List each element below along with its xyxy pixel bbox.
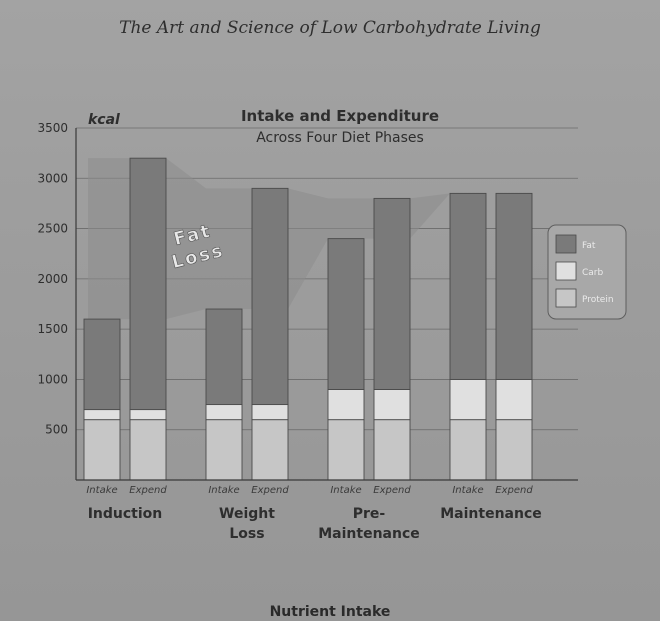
bar-protein-g2-expend bbox=[373, 419, 411, 481]
bar-fat-g2-expend bbox=[373, 197, 411, 390]
bar-label-expend-g2: Expend bbox=[373, 485, 411, 496]
fat-loss-band bbox=[88, 158, 532, 320]
group-label-g1-line1: Loss bbox=[229, 526, 264, 542]
bar-protein-g0-expend bbox=[129, 419, 167, 481]
group-label-g1-line0: Weight bbox=[219, 506, 275, 522]
bar-label-expend-g3: Expend bbox=[495, 485, 533, 496]
y-tick-label-2500: 2500 bbox=[37, 222, 68, 236]
y-tick-label-1500: 1500 bbox=[37, 322, 68, 336]
y-tick-label-3000: 3000 bbox=[37, 171, 68, 185]
bar-carb-g0-intake bbox=[83, 409, 121, 421]
bar-label-intake-g1: Intake bbox=[208, 485, 239, 496]
y-tick-label-2000: 2000 bbox=[37, 272, 68, 286]
group-label-g2-line0: Pre- bbox=[353, 506, 386, 522]
bar-protein-g2-intake bbox=[327, 419, 365, 481]
bar-protein-g3-expend bbox=[495, 419, 533, 481]
bar-fat-g3-expend bbox=[495, 192, 533, 380]
next-section-heading: Nutrient Intake bbox=[269, 604, 391, 620]
y-axis-unit-label: kcal bbox=[88, 112, 120, 128]
legend-swatch-fat bbox=[555, 234, 577, 254]
bar-fat-g1-intake bbox=[205, 308, 243, 406]
chart-title: Intake and Expenditure bbox=[241, 107, 439, 125]
bar-label-expend-g0: Expend bbox=[129, 485, 167, 496]
bar-protein-g3-intake bbox=[449, 419, 487, 481]
bar-fat-g0-expend bbox=[129, 157, 167, 411]
bar-carb-g2-intake bbox=[327, 389, 365, 421]
bar-fat-g1-expend bbox=[251, 187, 289, 406]
bar-protein-g0-intake bbox=[83, 419, 121, 481]
bar-fat-g3-intake bbox=[449, 192, 487, 380]
y-tick-label-3500: 3500 bbox=[37, 121, 68, 135]
chart-subtitle: Across Four Diet Phases bbox=[256, 130, 424, 146]
bar-carb-g2-expend bbox=[373, 389, 411, 421]
bar-carb-g1-expend bbox=[251, 404, 289, 421]
bar-label-intake-g0: Intake bbox=[86, 485, 117, 496]
bar-label-intake-g2: Intake bbox=[330, 485, 361, 496]
legend-swatch-protein bbox=[555, 288, 577, 308]
bar-carb-g3-expend bbox=[495, 378, 533, 421]
bar-carb-g0-expend bbox=[129, 409, 167, 421]
group-label-g2-line1: Maintenance bbox=[318, 526, 420, 542]
bar-fat-g2-intake bbox=[327, 238, 365, 390]
bar-label-expend-g1: Expend bbox=[251, 485, 289, 496]
bar-protein-g1-expend bbox=[251, 419, 289, 481]
group-label-g3-line0: Maintenance bbox=[440, 506, 542, 522]
bar-label-intake-g3: Intake bbox=[452, 485, 483, 496]
legend-label-fat: Fat bbox=[582, 241, 596, 251]
legend-swatch-carb bbox=[555, 261, 577, 281]
bar-carb-g1-intake bbox=[205, 404, 243, 421]
group-label-g0-line0: Induction bbox=[88, 506, 163, 522]
y-tick-label-1000: 1000 bbox=[37, 372, 68, 386]
bar-carb-g3-intake bbox=[449, 378, 487, 421]
legend-label-carb: Carb bbox=[582, 268, 603, 278]
y-tick-label-500: 500 bbox=[45, 423, 68, 437]
book-running-header: The Art and Science of Low Carbohydrate … bbox=[119, 18, 541, 38]
bar-fat-g0-intake bbox=[83, 318, 121, 411]
bar-protein-g1-intake bbox=[205, 419, 243, 481]
legend-label-protein: Protein bbox=[582, 295, 614, 305]
